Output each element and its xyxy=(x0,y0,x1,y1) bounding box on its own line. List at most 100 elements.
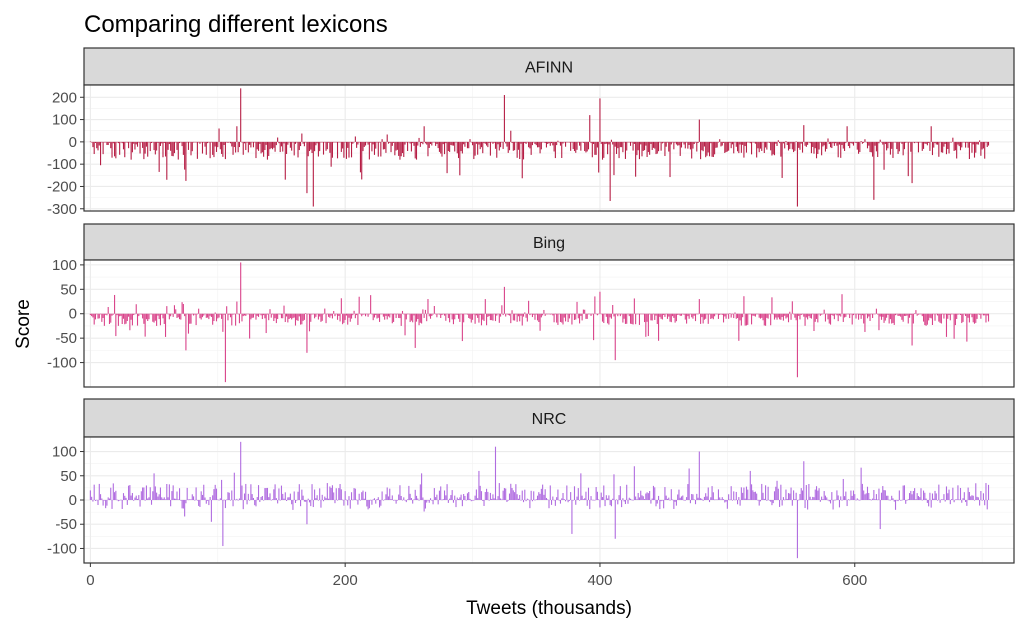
bar xyxy=(122,313,125,319)
bar xyxy=(191,313,193,315)
bar xyxy=(629,141,632,146)
bar xyxy=(646,313,648,322)
bar xyxy=(908,313,911,318)
bar xyxy=(396,141,398,150)
bar xyxy=(919,497,921,500)
bar xyxy=(229,499,232,501)
bar xyxy=(729,313,731,314)
bar xyxy=(97,500,99,506)
panel-background xyxy=(84,85,1014,211)
bar xyxy=(677,141,679,146)
bar xyxy=(384,141,386,150)
bar xyxy=(135,141,137,145)
bar xyxy=(553,313,555,323)
bar xyxy=(717,489,719,500)
bar xyxy=(615,141,618,154)
bar xyxy=(429,313,432,319)
bar xyxy=(465,313,467,315)
bar xyxy=(835,499,837,501)
bar xyxy=(330,141,332,167)
bar xyxy=(486,141,488,146)
bar xyxy=(223,499,225,501)
bar xyxy=(545,141,548,148)
bar xyxy=(422,141,424,145)
bar xyxy=(246,500,248,505)
bar xyxy=(208,313,210,320)
bar xyxy=(893,313,895,325)
bar xyxy=(311,141,313,153)
bar xyxy=(343,313,345,323)
bar xyxy=(125,141,127,143)
bar xyxy=(124,313,126,325)
bar xyxy=(433,488,435,500)
bar xyxy=(480,491,483,500)
bar xyxy=(486,488,488,500)
bar xyxy=(215,141,218,152)
bar xyxy=(642,496,644,500)
bar xyxy=(775,313,777,318)
bar xyxy=(842,313,844,322)
bar xyxy=(386,487,388,500)
bar xyxy=(204,141,206,147)
bar xyxy=(162,141,164,158)
bar xyxy=(663,500,665,509)
bar xyxy=(908,493,911,500)
bar xyxy=(421,141,423,144)
bar xyxy=(348,313,350,318)
bar xyxy=(874,141,876,146)
bar xyxy=(733,313,735,319)
bar xyxy=(516,494,518,500)
bar xyxy=(483,141,485,144)
bar xyxy=(249,499,251,501)
bar xyxy=(474,313,476,324)
bar xyxy=(858,141,860,154)
bar xyxy=(659,500,661,510)
bar xyxy=(273,141,275,148)
bar xyxy=(859,141,861,153)
bar xyxy=(605,495,607,500)
bar xyxy=(579,500,581,501)
bar xyxy=(191,141,193,152)
bar xyxy=(185,141,187,181)
bar xyxy=(554,141,556,159)
bar xyxy=(226,141,228,143)
bar xyxy=(892,141,894,158)
bar xyxy=(584,141,586,152)
bar xyxy=(549,313,551,315)
bar xyxy=(693,499,695,501)
bar xyxy=(108,141,111,143)
bar xyxy=(465,499,467,501)
bar xyxy=(581,313,583,321)
bar xyxy=(120,499,122,501)
bar xyxy=(744,498,746,500)
bar xyxy=(817,490,819,500)
bar xyxy=(507,500,509,501)
bar xyxy=(372,499,374,500)
bar xyxy=(682,313,684,315)
bar xyxy=(828,500,830,502)
bar xyxy=(150,313,153,315)
bar xyxy=(110,313,112,323)
bar xyxy=(897,500,899,502)
bar xyxy=(650,500,652,504)
y-tick-label: 200 xyxy=(52,89,77,106)
bar xyxy=(598,141,600,173)
bar xyxy=(421,313,423,324)
bar xyxy=(503,95,505,142)
bar xyxy=(661,141,663,144)
bar xyxy=(395,313,397,319)
bar xyxy=(117,141,119,144)
bar xyxy=(548,500,550,509)
bar xyxy=(929,492,931,500)
bar xyxy=(859,313,861,315)
bar xyxy=(561,498,563,500)
bar xyxy=(692,141,694,149)
bar xyxy=(257,141,260,151)
bar xyxy=(328,313,330,317)
bar xyxy=(622,141,624,153)
bar xyxy=(131,313,133,326)
bar xyxy=(985,313,987,323)
bar xyxy=(921,313,923,317)
bar xyxy=(136,313,139,326)
bar xyxy=(158,313,160,320)
